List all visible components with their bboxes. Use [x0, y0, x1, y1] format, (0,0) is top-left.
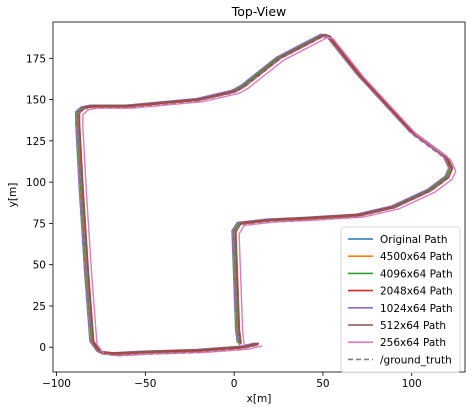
y-tick-label: 175: [26, 53, 46, 65]
legend-box: [340, 226, 461, 374]
plot-lines: [74, 33, 457, 357]
series-line-7: [77, 35, 452, 356]
y-tick-label: 75: [33, 218, 46, 230]
legend-label-1: 4500x64 Path: [380, 251, 453, 263]
legend-label-2: 4096x64 Path: [380, 268, 453, 280]
x-tick-label: 0: [231, 378, 238, 390]
x-axis: −100 −50 0 50 100: [42, 372, 422, 390]
y-axis: 0 25 50 75 100 125 150 175: [26, 53, 53, 354]
y-tick-label: 150: [26, 95, 46, 107]
x-axis-label: x[m]: [247, 393, 272, 405]
chart-title: Top-View: [231, 4, 287, 19]
x-tick-label: −100: [42, 378, 71, 390]
legend-label-5: 512x64 Path: [380, 320, 446, 332]
legend-label-3: 2048x64 Path: [380, 286, 453, 298]
x-tick-label: 100: [402, 378, 422, 390]
legend-label-4: 1024x64 Path: [380, 303, 453, 315]
x-tick-label: 50: [316, 378, 329, 390]
series-line-5: [78, 33, 454, 354]
y-tick-label: 100: [26, 177, 46, 189]
plot-frame: [52, 21, 466, 373]
legend-label-0: Original Path: [380, 234, 448, 246]
series-line-6: [82, 36, 457, 357]
x-tick-label: −50: [134, 378, 156, 390]
y-tick-label: 25: [33, 301, 46, 313]
y-axis-label: y[m]: [7, 183, 19, 208]
y-tick-label: 50: [33, 260, 46, 272]
legend-label-6: 256x64 Path: [380, 337, 446, 349]
y-tick-label: 125: [26, 136, 46, 148]
y-tick-label: 0: [39, 342, 46, 354]
legend: Original Path 4500x64 Path 4096x64 Path 204…: [340, 226, 461, 374]
legend-label-7: /ground_truth: [380, 354, 452, 366]
